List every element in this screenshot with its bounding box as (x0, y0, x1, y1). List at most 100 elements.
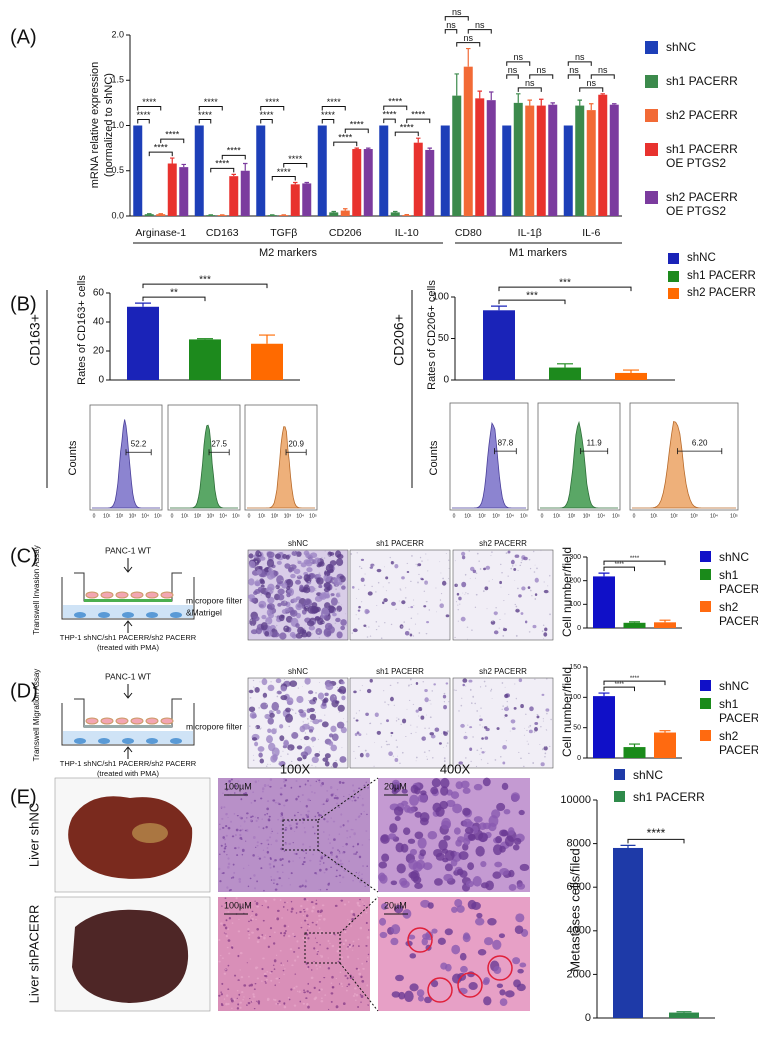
cell (278, 877, 282, 880)
cell (499, 868, 510, 876)
cell (442, 747, 444, 748)
cell (291, 732, 293, 734)
cell (366, 813, 368, 816)
cell (425, 632, 428, 635)
cell (421, 560, 423, 562)
cell (471, 702, 473, 704)
row-label: Liver shPACERR (26, 905, 41, 1004)
cell (317, 692, 325, 700)
cell (226, 886, 229, 889)
cell (393, 904, 404, 914)
cell (258, 600, 267, 609)
significance-bracket (142, 283, 268, 289)
cell (276, 695, 279, 698)
cell (514, 683, 516, 685)
bar (279, 215, 289, 216)
cell (463, 735, 468, 740)
cell (348, 901, 350, 903)
cell (398, 600, 400, 602)
cell (353, 832, 356, 836)
cell (390, 623, 393, 626)
cell (309, 738, 312, 740)
flow-x-tick: 10² (116, 513, 124, 519)
cell (239, 1001, 242, 1004)
cell (241, 848, 245, 852)
cell (266, 970, 269, 973)
cell (338, 833, 341, 835)
significance-bracket (603, 566, 635, 572)
cell (252, 791, 255, 793)
cell (366, 984, 369, 987)
cell (336, 553, 344, 560)
cell (230, 778, 233, 781)
y-tick-label: 300 (569, 554, 581, 561)
cell (338, 983, 341, 985)
cell (249, 697, 252, 699)
cell (352, 784, 355, 787)
cell (330, 766, 333, 769)
cell (494, 861, 503, 868)
tumor-cell (145, 717, 159, 725)
cell (326, 820, 329, 823)
cell (250, 801, 253, 804)
cell (305, 814, 308, 816)
cell (311, 756, 319, 764)
cell (279, 632, 287, 640)
bar (340, 210, 350, 216)
cell (262, 919, 265, 922)
cell (494, 759, 497, 761)
cell (391, 779, 400, 788)
bar (513, 102, 523, 216)
cell (270, 681, 272, 683)
micrograph-label: sh2 PACERR (479, 539, 527, 548)
cell (284, 799, 288, 802)
cell (269, 927, 273, 930)
flow-histogram (170, 424, 238, 509)
cell (314, 996, 318, 1000)
significance-bracket (603, 686, 635, 692)
significance-label: **** (259, 110, 274, 120)
cell (254, 846, 257, 848)
significance-bracket (283, 163, 308, 168)
cell (245, 902, 248, 905)
significance-bracket (137, 106, 162, 111)
cell (280, 685, 287, 692)
cell (358, 874, 361, 877)
cell (258, 826, 260, 828)
cell (317, 910, 320, 913)
cell (309, 713, 317, 720)
significance-bracket (221, 154, 246, 160)
cell (314, 937, 317, 939)
cell (248, 933, 251, 936)
cell (425, 600, 428, 603)
cell (329, 842, 331, 844)
cell (256, 905, 260, 908)
cell (284, 968, 286, 970)
y-tick-label: 6000 (567, 881, 591, 893)
cell (482, 726, 484, 728)
cell (523, 734, 525, 736)
cell (326, 630, 332, 637)
cell (479, 718, 483, 722)
legend-label: sh2 PACERR (719, 600, 758, 628)
cell (321, 556, 323, 559)
cell (335, 795, 337, 797)
cell (460, 965, 468, 973)
cell (261, 614, 267, 620)
cell (366, 636, 369, 638)
cell (431, 778, 441, 788)
macrophage (74, 612, 86, 618)
cell (308, 625, 315, 631)
cell (356, 552, 358, 554)
cell (272, 632, 280, 638)
cell (446, 583, 448, 585)
significance-label: **** (215, 159, 230, 169)
error-bar (135, 302, 151, 307)
cell (356, 731, 360, 735)
cell (390, 731, 394, 735)
cell (340, 681, 345, 685)
cell (315, 628, 323, 636)
cell (305, 559, 313, 567)
cell (330, 744, 338, 752)
flow-x-tick: 10¹ (181, 513, 189, 519)
